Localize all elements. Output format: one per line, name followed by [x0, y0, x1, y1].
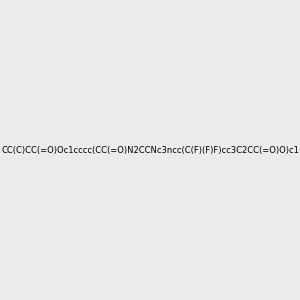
Text: CC(C)CC(=O)Oc1cccc(CC(=O)N2CCNc3ncc(C(F)(F)F)cc3C2CC(=O)O)c1: CC(C)CC(=O)Oc1cccc(CC(=O)N2CCNc3ncc(C(F)…: [1, 146, 299, 154]
